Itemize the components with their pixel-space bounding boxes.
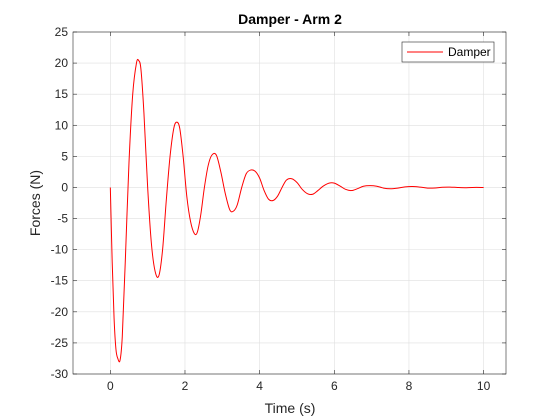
plot-layer: [109, 58, 484, 363]
plot-area: [73, 32, 506, 374]
grid-lines: [73, 31, 506, 375]
y-tick-label: -5: [57, 212, 68, 226]
y-tick-label: -15: [51, 274, 69, 288]
legend: Damper: [401, 41, 495, 63]
y-tick-label: -30: [51, 367, 69, 381]
y-tick-label: -25: [51, 336, 69, 350]
y-tick-label: 5: [61, 149, 68, 163]
x-tick-label: 6: [331, 379, 338, 393]
x-tick-label: 4: [256, 379, 263, 393]
y-tick-label: 10: [55, 118, 69, 132]
x-tick-label: 0: [107, 379, 114, 393]
legend-label: Damper: [448, 45, 491, 59]
y-tick-label: -20: [51, 305, 69, 319]
x-axis-label: Time (s): [265, 400, 316, 416]
x-tick-label: 8: [406, 379, 413, 393]
x-tick-label: 2: [182, 379, 189, 393]
y-tick-label: -10: [51, 243, 69, 257]
y-tick-label: 15: [55, 87, 69, 101]
y-tick-label: 20: [55, 56, 69, 70]
chart-title: Damper - Arm 2: [238, 11, 342, 27]
y-axis-label: Forces (N): [27, 170, 43, 236]
axis-ticks: 0 2 4 6 8 10 -30 -25 -20 -15 -10 -5 0 5 10 15 20 25: [51, 25, 506, 393]
y-tick-label: 0: [61, 180, 68, 194]
plot-frame: [72, 31, 507, 375]
y-tick-label: 25: [55, 25, 69, 39]
x-tick-label: 10: [477, 379, 491, 393]
legend-box: [401, 41, 495, 63]
series-line-damper: [109, 58, 484, 363]
